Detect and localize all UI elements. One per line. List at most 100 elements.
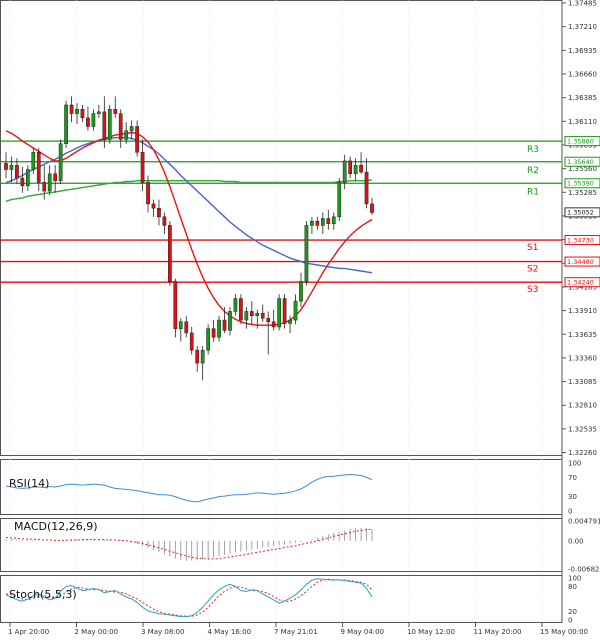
- y-tick-label: 1.33635: [568, 331, 597, 339]
- candle-down: [195, 349, 200, 364]
- candle-down: [168, 225, 172, 282]
- candle-up: [233, 298, 238, 312]
- y-tick-label: 1.33085: [568, 378, 597, 386]
- candle-up: [299, 281, 303, 302]
- x-tick-label: 10 May 12:00: [407, 628, 455, 636]
- level-tag-r1: 1.35390: [567, 180, 594, 188]
- candle-down: [69, 104, 74, 114]
- y-tick-label: 1.36660: [568, 70, 597, 78]
- x-tick-label: 7 May 21:01: [274, 628, 318, 636]
- candle-up: [200, 349, 205, 364]
- candle-down: [113, 109, 118, 114]
- level-label-r3: R3: [527, 145, 539, 155]
- level-tag-s1: 1.34730: [567, 236, 594, 244]
- candle-up: [320, 218, 325, 226]
- candle-up: [277, 298, 281, 328]
- y-tick-label: 1.36110: [568, 118, 597, 126]
- panel-frame-price: [0, 0, 563, 456]
- y-tick-label: 1.33360: [568, 354, 597, 362]
- candle-up: [64, 104, 68, 144]
- level-tag-s3: 1.34240: [567, 279, 594, 287]
- rsi-tick-label: 70: [568, 474, 577, 482]
- y-tick-label: 1.33910: [568, 307, 597, 315]
- candle-down: [239, 298, 243, 321]
- candle-up: [129, 126, 134, 132]
- candle-up: [75, 109, 79, 114]
- macd-tick-label: -0.006827: [568, 566, 600, 574]
- candle-up: [293, 300, 298, 321]
- y-tick-label: 1.35560: [568, 165, 597, 173]
- candle-down: [80, 109, 85, 119]
- level-tag-r3: 1.35880: [567, 137, 594, 145]
- candle-down: [184, 321, 189, 334]
- current-price-tag: 1.35052: [567, 209, 594, 217]
- x-tick-label: 1 Apr 20:00: [8, 628, 49, 636]
- y-tick-label: 1.37210: [568, 23, 597, 31]
- candle-up: [304, 225, 309, 282]
- level-label-r2: R2: [527, 166, 539, 176]
- level-tag-r2: 1.35640: [567, 158, 594, 166]
- candle-down: [282, 298, 287, 324]
- candle-down: [189, 332, 194, 351]
- candle-up: [31, 152, 36, 170]
- candle-down: [157, 207, 161, 218]
- candle-down: [173, 281, 178, 329]
- candle-down: [135, 126, 139, 153]
- rsi-title: RSI(14): [9, 477, 49, 490]
- candle-down: [359, 164, 363, 173]
- candle-up: [107, 109, 112, 140]
- candle-down: [146, 182, 150, 205]
- x-tick-label: 2 May 00:00: [75, 628, 119, 636]
- candle-up: [206, 328, 210, 351]
- y-tick-label: 1.36935: [568, 47, 597, 55]
- macd-tick-label: 0.004791: [568, 518, 600, 526]
- panel-frame-macd: [0, 518, 563, 572]
- candle-down: [370, 203, 374, 213]
- candle-up: [91, 113, 96, 127]
- macd-signal-line: [5, 528, 373, 560]
- stoch-tick-label: 80: [568, 583, 577, 591]
- panel-frame-rsi: [0, 459, 563, 515]
- candle-down: [20, 177, 25, 187]
- candle-up: [255, 312, 260, 317]
- candle-up: [337, 182, 342, 218]
- candle-up: [97, 111, 101, 114]
- rsi-line: [5, 473, 373, 503]
- candle-up: [310, 220, 314, 226]
- candle-down: [162, 216, 167, 226]
- stoch-tick-label: 0: [568, 617, 572, 625]
- candle-down: [53, 173, 58, 181]
- candle-up: [331, 216, 336, 224]
- level-tag-box: [564, 277, 600, 288]
- rsi-tick-label: 100: [568, 460, 581, 468]
- candle-up: [288, 319, 292, 324]
- candle-down: [222, 319, 227, 331]
- level-label-r1: R1: [527, 187, 539, 197]
- candle-up: [217, 319, 221, 338]
- candle-up: [178, 321, 183, 329]
- candle-down: [326, 218, 331, 224]
- level-label-s2: S2: [527, 265, 538, 275]
- candles-group: [4, 96, 374, 381]
- candle-down: [140, 152, 145, 183]
- rsi-tick-label: 30: [568, 493, 577, 501]
- candle-up: [58, 143, 63, 181]
- candle-down: [364, 171, 369, 205]
- stoch-k-line: [5, 578, 373, 618]
- candle-up: [228, 311, 232, 331]
- stoch-tick-label: 100: [568, 575, 581, 583]
- macd-tick-label: 0.00: [568, 537, 584, 545]
- x-tick-label: 9 May 04:00: [341, 628, 385, 636]
- x-tick-label: 11 May 20:00: [474, 628, 522, 636]
- candle-down: [211, 328, 216, 338]
- candle-down: [42, 182, 47, 192]
- level-label-s3: S3: [527, 285, 538, 295]
- y-tick-label: 1.34185: [568, 283, 597, 291]
- y-tick-label: 1.35285: [568, 189, 597, 197]
- stoch-title: Stoch(5,5,3): [9, 588, 77, 601]
- x-tick-label: 15 May 00:00: [540, 628, 588, 636]
- candle-up: [9, 164, 14, 170]
- candle-down: [260, 312, 265, 319]
- candle-down: [266, 318, 271, 323]
- y-tick-label: 1.32260: [568, 449, 597, 457]
